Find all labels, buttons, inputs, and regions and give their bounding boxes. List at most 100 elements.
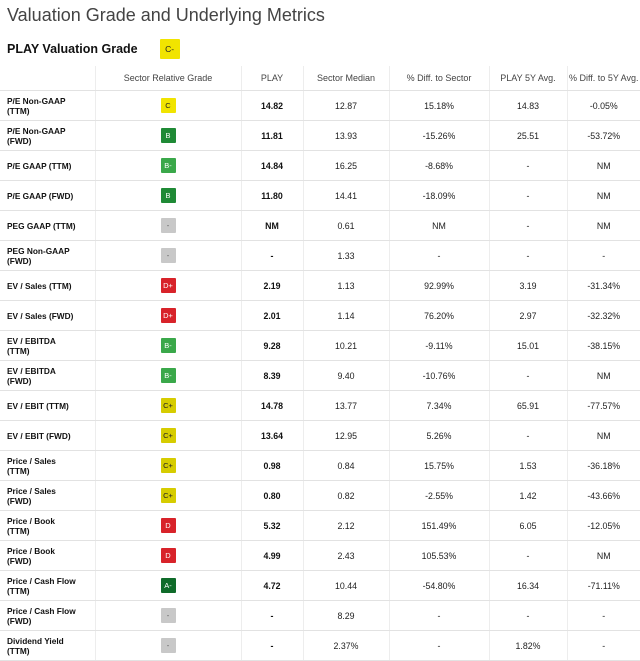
diff-to-5y-avg-value: -	[566, 630, 640, 661]
sector-grade-badge: B-	[160, 338, 176, 353]
metric-name: Price / Book (FWD)	[0, 540, 95, 571]
header-diff-to-5y-avg: % Diff. to 5Y Avg.	[566, 66, 640, 91]
table-row: Price / Book (TTM) D 5.32 2.12 151.49% 6.05 -12…	[0, 510, 640, 541]
sector-grade-badge: B-	[160, 158, 176, 173]
table-header-row: Sector Relative Grade PLAY Sector Median…	[0, 66, 640, 91]
sector-median-value: 1.14	[302, 300, 389, 331]
sector-grade-cell: B-	[94, 360, 241, 391]
play-value: 4.72	[240, 570, 303, 601]
sector-grade-cell: B-	[94, 150, 241, 181]
metric-name: P/E Non-GAAP (TTM)	[0, 90, 95, 121]
sector-grade-cell: C+	[94, 420, 241, 451]
table-row: P/E GAAP (FWD) B 11.80 14.41 -18.09% - NM	[0, 180, 640, 211]
diff-to-5y-avg-value: -	[566, 240, 640, 271]
sector-grade-cell: B	[94, 180, 241, 211]
sector-grade-badge: B	[160, 128, 176, 143]
diff-to-5y-avg-value: -12.05%	[566, 510, 640, 541]
diff-to-sector-value: 15.18%	[388, 90, 489, 121]
sector-median-value: 0.61	[302, 210, 389, 241]
metric-name: Price / Book (TTM)	[0, 510, 95, 541]
header-sector-median: Sector Median	[302, 66, 389, 91]
sector-grade-cell: -	[94, 600, 241, 631]
play-5y-avg-value: 3.19	[488, 270, 567, 301]
play-value: -	[240, 240, 303, 271]
play-5y-avg-value: 6.05	[488, 510, 567, 541]
play-value: 0.98	[240, 450, 303, 481]
sector-grade-badge: -	[160, 608, 176, 623]
diff-to-sector-value: -	[388, 630, 489, 661]
sector-median-value: 9.40	[302, 360, 389, 391]
play-value: 2.19	[240, 270, 303, 301]
play-value: 11.80	[240, 180, 303, 211]
header-play-5y-avg: PLAY 5Y Avg.	[488, 66, 567, 91]
sector-median-value: 1.33	[302, 240, 389, 271]
header-diff-to-sector: % Diff. to Sector	[388, 66, 489, 91]
diff-to-5y-avg-value: NM	[566, 210, 640, 241]
metric-name: PEG Non-GAAP (FWD)	[0, 240, 95, 271]
play-value: 5.32	[240, 510, 303, 541]
table-row: P/E Non-GAAP (TTM) C 14.82 12.87 15.18% 14.83-…	[0, 90, 640, 121]
sector-grade-badge: -	[160, 248, 176, 263]
sector-median-value: 0.84	[302, 450, 389, 481]
diff-to-5y-avg-value: NM	[566, 360, 640, 391]
play-5y-avg-value: 14.83	[488, 90, 567, 121]
metric-name: EV / EBITDA (TTM)	[0, 330, 95, 361]
diff-to-5y-avg-value: -43.66%	[566, 480, 640, 511]
valuation-grade-header: PLAY Valuation Grade C-	[7, 38, 180, 60]
metric-name: P/E Non-GAAP (FWD)	[0, 120, 95, 151]
diff-to-5y-avg-value: -53.72%	[566, 120, 640, 151]
sector-grade-cell: -	[94, 240, 241, 271]
sector-median-value: 10.21	[302, 330, 389, 361]
diff-to-5y-avg-value: -32.32%	[566, 300, 640, 331]
sector-grade-badge: B-	[160, 368, 176, 383]
play-value: NM	[240, 210, 303, 241]
play-5y-avg-value: 2.97	[488, 300, 567, 331]
play-5y-avg-value: 15.01	[488, 330, 567, 361]
table-row: EV / EBITDA (TTM) B- 9.28 10.21 -9.11% 15.01 -3…	[0, 330, 640, 361]
table-row: Price / Cash Flow (TTM) A- 4.72 10.44 -54.80%…	[0, 570, 640, 601]
diff-to-sector-value: 92.99%	[388, 270, 489, 301]
metric-name: EV / Sales (FWD)	[0, 300, 95, 331]
sector-grade-badge: -	[160, 218, 176, 233]
sector-grade-cell: A-	[94, 570, 241, 601]
table-row: Price / Sales (FWD) C+ 0.80 0.82 -2.55% 1.42 -4…	[0, 480, 640, 511]
sector-grade-cell: D	[94, 510, 241, 541]
table-row: PEG Non-GAAP (FWD) - -1.33- - -	[0, 240, 640, 271]
table-body: P/E Non-GAAP (TTM) C 14.82 12.87 15.18% 14.83-…	[0, 90, 640, 661]
play-value: 14.82	[240, 90, 303, 121]
header-metric	[0, 66, 95, 91]
play-value: 14.84	[240, 150, 303, 181]
diff-to-5y-avg-value: NM	[566, 150, 640, 181]
sector-grade-cell: C	[94, 90, 241, 121]
metric-name: PEG GAAP (TTM)	[0, 210, 95, 241]
play-value: 14.78	[240, 390, 303, 421]
table-row: EV / EBITDA (FWD) B- 8.39 9.40 -10.76% - NM	[0, 360, 640, 391]
table-row: EV / Sales (FWD) D+ 2.01 1.14 76.20% 2.97 -32.…	[0, 300, 640, 331]
diff-to-5y-avg-value: -77.57%	[566, 390, 640, 421]
table-row: EV / Sales (TTM) D+ 2.19 1.13 92.99% 3.19 -31.…	[0, 270, 640, 301]
diff-to-sector-value: -	[388, 600, 489, 631]
sector-median-value: 14.41	[302, 180, 389, 211]
metric-name: EV / Sales (TTM)	[0, 270, 95, 301]
sector-grade-cell: D+	[94, 300, 241, 331]
diff-to-sector-value: 105.53%	[388, 540, 489, 571]
sector-grade-cell: -	[94, 630, 241, 661]
valuation-grade-badge: C-	[159, 39, 180, 59]
play-5y-avg-value: -	[488, 150, 567, 181]
table-row: Price / Cash Flow (FWD) - -8.29- - -	[0, 600, 640, 631]
play-value: 9.28	[240, 330, 303, 361]
sector-grade-cell: C+	[94, 480, 241, 511]
valuation-grade-label: PLAY Valuation Grade	[7, 42, 138, 56]
play-value: 13.64	[240, 420, 303, 451]
diff-to-sector-value: NM	[388, 210, 489, 241]
diff-to-sector-value: -10.76%	[388, 360, 489, 391]
diff-to-5y-avg-value: NM	[566, 540, 640, 571]
diff-to-sector-value: -18.09%	[388, 180, 489, 211]
play-value: -	[240, 600, 303, 631]
play-value: -	[240, 630, 303, 661]
sector-grade-badge: D+	[160, 308, 176, 323]
sector-median-value: 10.44	[302, 570, 389, 601]
sector-median-value: 2.43	[302, 540, 389, 571]
sector-median-value: 12.95	[302, 420, 389, 451]
diff-to-5y-avg-value: NM	[566, 180, 640, 211]
